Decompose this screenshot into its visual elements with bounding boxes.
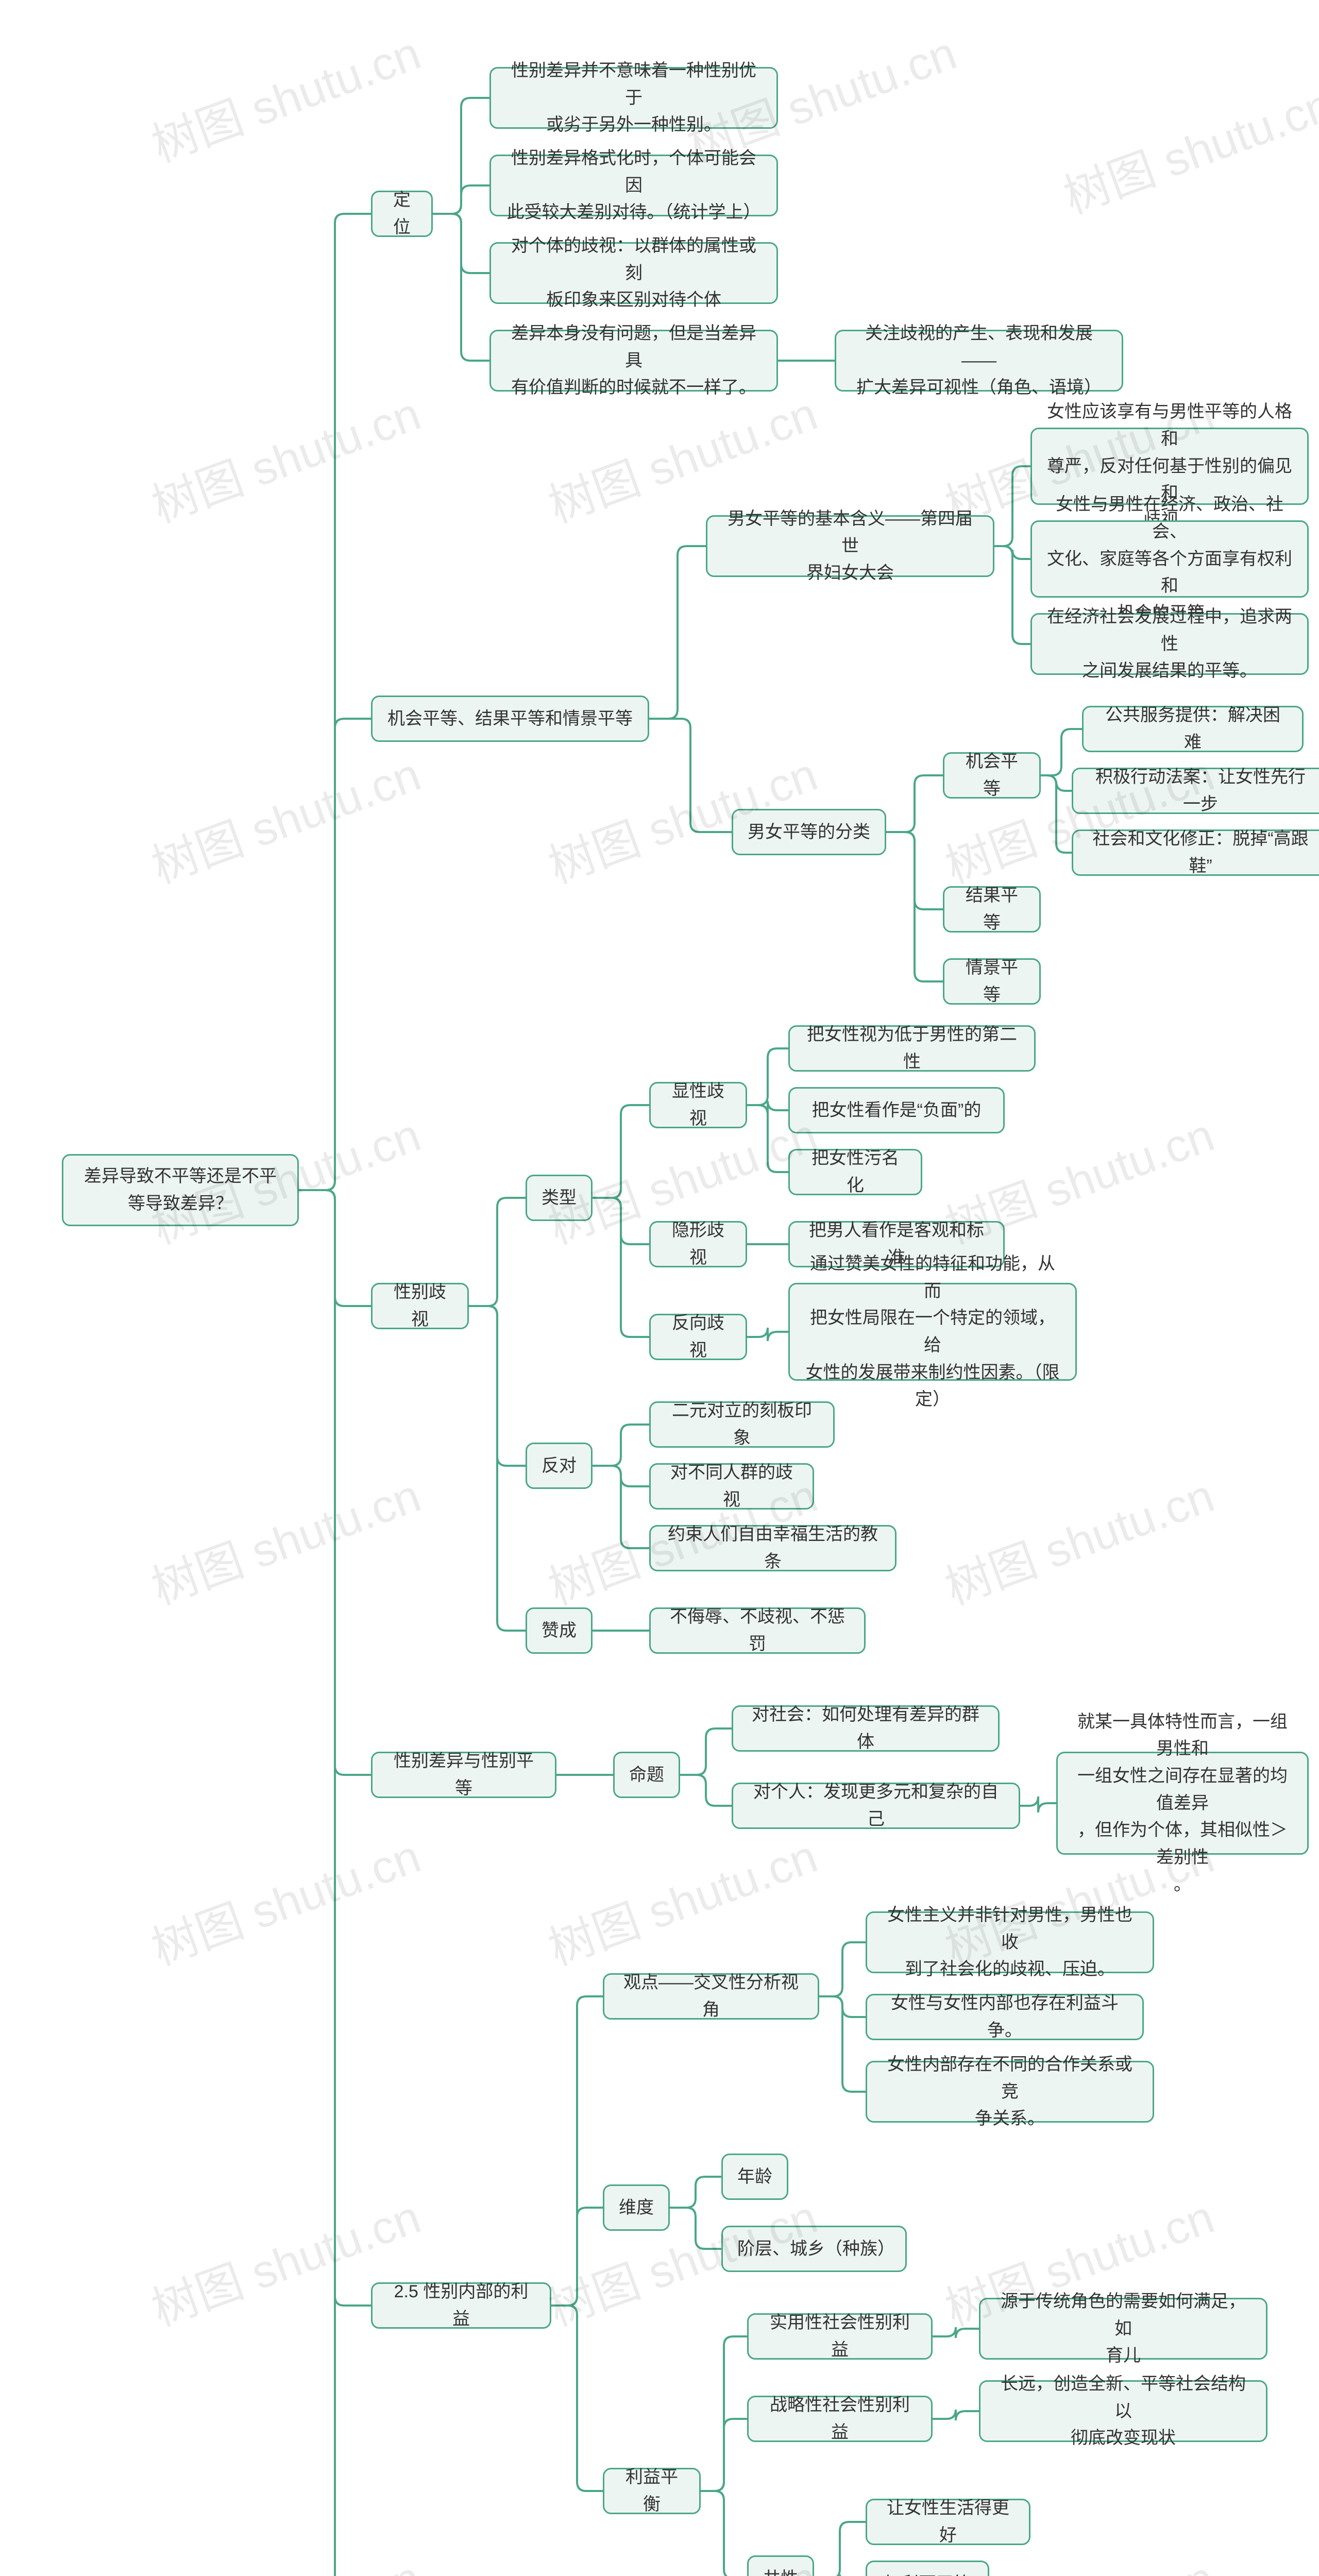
node-xx2: 把女性看作是“负面”的: [788, 1087, 1005, 1133]
node-jh1: 公共服务提供：解决困难: [1082, 706, 1304, 752]
node-mingti: 命题: [613, 1752, 680, 1798]
node-zc1: 不侮辱、不歧视、不惩罚: [649, 1607, 866, 1654]
watermark-text: 树图 shutu.cn: [1053, 67, 1319, 227]
node-gd1: 女性主义并非针对男性，男性也收 到了社会化的歧视、压迫。: [866, 1911, 1154, 1973]
node-yinxing: 隐形歧视: [649, 1221, 747, 1267]
node-mt2: 对个人：发现更多元和复杂的自己: [732, 1783, 1020, 1829]
watermark-text: 树图 shutu.cn: [538, 1819, 825, 1978]
node-ly2: 战略性社会性别利益: [747, 2396, 933, 2442]
node-mt1: 对社会：如何处理有差异的群体: [732, 1705, 1000, 1752]
node-wd1: 年龄: [721, 2154, 788, 2200]
node-dingwei: 定位: [371, 191, 433, 237]
node-jh2: 积极行动法案：让女性先行一步: [1072, 768, 1319, 814]
node-jihui: 机会平等、结果平等和情景平等: [371, 696, 649, 742]
node-ly1a: 源于传统角色的需要如何满足，如 育儿: [979, 2298, 1267, 2360]
node-ly1: 实用性社会性别利益: [747, 2313, 933, 2360]
node-ly2a: 长远，创造全新、平等社会结构以 彻底改变现状: [979, 2380, 1267, 2442]
node-root: 差异导致不平等还是不平 等导致差异？: [62, 1154, 299, 1226]
watermark-text: 树图 shutu.cn: [141, 16, 428, 175]
node-fd3: 约束人们自由幸福生活的教条: [649, 1525, 897, 1571]
node-xbcyp: 性别差异与性别平等: [371, 1752, 556, 1798]
node-guandian: 观点——交叉性分析视角: [603, 1973, 819, 2020]
node-gd2: 女性与女性内部也存在利益斗争。: [866, 1994, 1144, 2040]
node-dw1: 性别差异并不意味着一种性别优于 或劣于另外一种性别。: [489, 67, 778, 129]
node-xbnb: 2.5 性别内部的利益: [371, 2282, 551, 2329]
node-jh_eq: 机会平等: [943, 752, 1041, 799]
node-fanxiang: 反向歧视: [649, 1314, 747, 1360]
node-gx1: 让女性生活得更好: [866, 2499, 1030, 2545]
node-jh3: 社会和文化修正：脱掉“高跟鞋”: [1072, 829, 1319, 876]
node-wd2: 阶层、城乡（种族）: [721, 2226, 907, 2272]
node-gd3: 女性内部存在不同的合作关系或竞 争关系。: [866, 2061, 1154, 2123]
node-liyi: 利益平衡: [603, 2468, 701, 2514]
mindmap-canvas: 差异导致不平等还是不平 等导致差异？ 定位 性别差异并不意味着一种性别优于 或劣于另…: [0, 0, 1319, 2576]
node-fandui: 反对: [526, 1443, 593, 1489]
watermark-text: 树图 shutu.cn: [141, 2540, 428, 2576]
node-dw3: 对个体的歧视：以群体的属性或刻 板印象来区别对待个体: [489, 242, 778, 304]
node-dw2: 性别差异格式化时，个体可能会因 此受较大差别对待。（统计学上）: [489, 155, 778, 216]
node-xx3: 把女性污名化: [788, 1149, 922, 1195]
node-dw4: 差异本身没有问题，但是当差异具 有价值判断的时候就不一样了。: [489, 330, 778, 392]
node-xx1: 把女性视为低于男性的第二性: [788, 1025, 1036, 1072]
node-fd2: 对不同人群的歧视: [649, 1463, 814, 1510]
node-fenlei: 男女平等的分类: [732, 809, 886, 855]
node-zancheng: 赞成: [526, 1607, 593, 1654]
node-nvnh2: 女性与男性在经济、政治、社会、 文化、家庭等各个方面享有权利和 机会的平等。: [1030, 520, 1309, 598]
node-dw4a: 关注歧视的产生、表现和发展—— 扩大差异可视性（角色、语境）: [835, 330, 1123, 392]
node-weidu: 维度: [603, 2184, 670, 2231]
node-fx1: 通过赞美女性的特征和功能，从而 把女性局限在一个特定的领域，给 女性的发展带来制…: [788, 1283, 1077, 1381]
node-xianxing: 显性歧视: [649, 1082, 747, 1128]
node-jieguo: 结果平等: [943, 886, 1041, 933]
node-nvnh3: 在经济社会发展过程中，追求两性 之间发展结果的平等。: [1030, 613, 1309, 675]
node-leixing: 类型: [526, 1175, 593, 1221]
watermark-text: 树图 shutu.cn: [141, 1819, 428, 1978]
node-nvnh: 男女平等的基本含义——第四届世 界妇女大会: [706, 515, 994, 577]
node-gx2: 权利更平等: [866, 2561, 989, 2576]
node-qingjing: 情景平等: [943, 958, 1041, 1005]
watermark-text: 树图 shutu.cn: [141, 1459, 428, 1618]
watermark-text: 树图 shutu.cn: [935, 1459, 1222, 1618]
node-xbqs: 性别歧视: [371, 1283, 469, 1329]
watermark-text: 树图 shutu.cn: [141, 737, 428, 896]
node-fd1: 二元对立的刻板印象: [649, 1401, 835, 1448]
node-mt2a: 就某一具体特性而言，一组男性和 一组女性之间存在显著的均值差异 ，但作为个体，其…: [1056, 1752, 1309, 1855]
node-gongxing: 共性: [747, 2555, 814, 2576]
watermark-text: 树图 shutu.cn: [141, 377, 428, 536]
